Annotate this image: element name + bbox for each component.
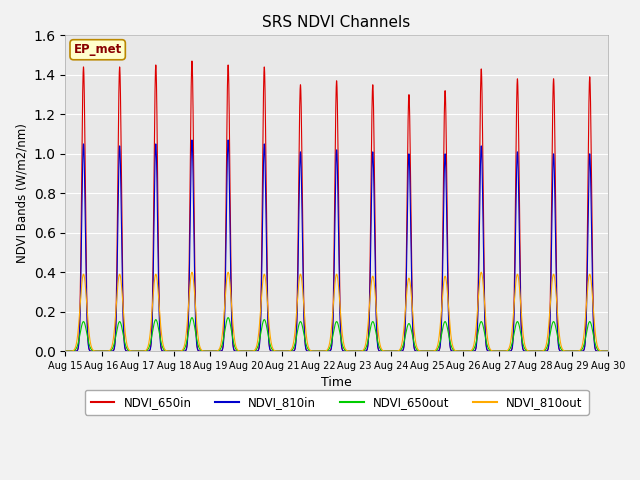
NDVI_650in [412,348,419,354]
NDVI_650out [172,348,180,354]
NDVI_810out [61,348,69,354]
NDVI_650out [412,344,419,350]
NDVI_810out [188,269,196,275]
NDVI_810out [265,314,273,320]
NDVI_650out [61,348,69,354]
NDVI_650in [61,348,69,354]
Line: NDVI_650out: NDVI_650out [65,318,608,351]
NDVI_650in [265,330,273,336]
Line: NDVI_650in: NDVI_650in [65,61,608,351]
Text: EP_met: EP_met [74,43,122,56]
NDVI_650out [265,335,273,340]
Line: NDVI_810out: NDVI_810out [65,272,608,351]
NDVI_650in [172,348,180,354]
NDVI_650in [602,348,610,354]
NDVI_810in [177,348,185,354]
NDVI_810in [412,348,419,354]
NDVI_810out [177,348,185,354]
NDVI_650out [604,348,612,354]
NDVI_650in [177,348,185,354]
X-axis label: Time: Time [321,376,352,389]
NDVI_650out [188,315,196,321]
NDVI_810in [604,348,612,354]
NDVI_650out [423,348,431,354]
NDVI_810out [412,338,419,344]
NDVI_810out [489,348,497,354]
NDVI_650in [188,58,196,64]
NDVI_810out [604,348,612,354]
NDVI_810in [488,348,496,354]
Title: SRS NDVI Channels: SRS NDVI Channels [262,15,411,30]
Legend: NDVI_650in, NDVI_810in, NDVI_650out, NDVI_810out: NDVI_650in, NDVI_810in, NDVI_650out, NDV… [84,390,589,415]
NDVI_650out [177,348,185,354]
NDVI_810in [188,137,196,143]
NDVI_650out [602,348,610,354]
NDVI_810out [602,348,610,354]
NDVI_810in [172,348,180,354]
NDVI_650in [488,348,496,354]
NDVI_650in [604,348,612,354]
NDVI_810in [61,348,69,354]
Y-axis label: NDVI Bands (W/m2/nm): NDVI Bands (W/m2/nm) [15,123,28,263]
NDVI_650out [489,348,497,354]
NDVI_810in [265,335,273,340]
NDVI_810out [172,348,180,354]
NDVI_810in [602,348,610,354]
Line: NDVI_810in: NDVI_810in [65,140,608,351]
NDVI_810out [423,348,431,354]
